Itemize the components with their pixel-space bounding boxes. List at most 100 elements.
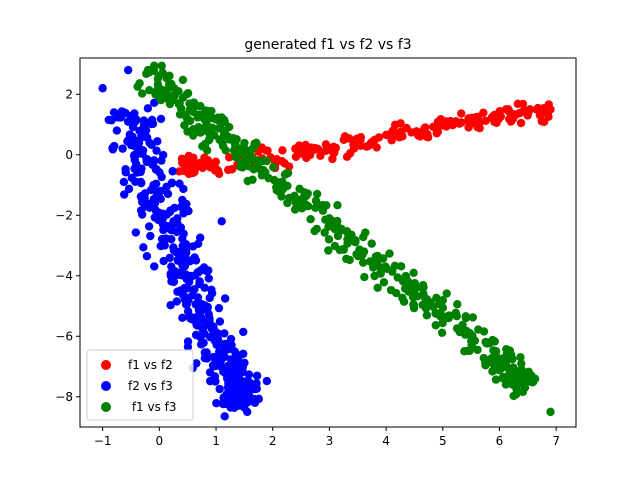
data-point	[243, 407, 252, 417]
data-point	[360, 272, 369, 282]
data-point	[372, 143, 381, 152]
data-point	[250, 139, 259, 149]
data-point	[442, 289, 451, 298]
data-point	[157, 61, 166, 71]
data-point	[127, 140, 136, 150]
data-point	[166, 301, 175, 310]
data-point	[194, 239, 203, 249]
data-point	[120, 190, 129, 199]
data-point	[199, 126, 208, 135]
data-point	[520, 106, 530, 116]
data-point	[385, 249, 394, 258]
data-point	[216, 124, 225, 133]
data-point	[137, 89, 147, 98]
data-point	[219, 346, 229, 355]
data-point	[546, 105, 555, 114]
data-point	[184, 206, 193, 216]
data-point	[196, 101, 205, 111]
data-point	[342, 152, 352, 161]
data-point	[154, 72, 163, 81]
data-point	[432, 293, 441, 303]
data-point	[200, 348, 210, 357]
data-point	[312, 189, 322, 199]
data-point	[140, 189, 150, 198]
x-tick-label: −1	[94, 434, 112, 448]
data-point	[505, 346, 515, 355]
series-1	[98, 65, 272, 421]
data-point	[165, 99, 175, 109]
data-point	[411, 284, 420, 294]
data-point	[215, 317, 225, 326]
data-point	[252, 379, 261, 388]
data-point	[185, 257, 194, 266]
data-point	[181, 270, 191, 279]
data-point	[203, 156, 212, 166]
data-point	[311, 203, 320, 213]
data-point	[453, 300, 462, 309]
data-point	[520, 383, 530, 392]
data-point	[157, 156, 166, 165]
data-point	[143, 65, 153, 75]
data-point	[190, 271, 200, 280]
data-point	[136, 166, 145, 176]
data-point	[153, 191, 162, 200]
data-point	[169, 93, 178, 102]
data-point	[164, 71, 174, 81]
data-point	[331, 220, 340, 230]
data-point	[182, 90, 192, 99]
data-point	[179, 184, 188, 194]
data-point	[190, 167, 199, 177]
data-point	[195, 300, 205, 310]
data-point	[433, 127, 442, 137]
x-tick-label: 4	[382, 434, 390, 448]
data-point	[365, 257, 375, 266]
data-point	[294, 148, 303, 158]
data-point	[240, 377, 249, 386]
data-point	[182, 199, 191, 209]
data-point	[180, 250, 190, 259]
data-point	[178, 75, 188, 85]
y-axis: 2 0 −2 −4 −6 −8	[55, 87, 80, 404]
data-point	[157, 172, 166, 182]
data-point	[202, 146, 212, 155]
data-point	[189, 153, 198, 163]
y-tick-label: −6	[55, 329, 73, 343]
data-point	[211, 114, 220, 124]
data-point	[144, 222, 154, 231]
data-point	[494, 365, 503, 375]
data-point	[467, 114, 476, 123]
data-point	[229, 354, 239, 363]
data-point	[168, 167, 177, 176]
data-point	[330, 241, 340, 251]
data-point	[163, 189, 173, 199]
data-point	[205, 293, 214, 303]
y-tick-label: −4	[55, 269, 73, 283]
data-point	[139, 243, 148, 252]
data-point	[461, 312, 470, 321]
data-point	[143, 104, 153, 113]
data-point	[517, 359, 526, 368]
data-point	[370, 271, 379, 281]
data-point	[167, 225, 176, 235]
data-point	[142, 251, 152, 261]
data-point	[285, 193, 294, 203]
data-point	[167, 178, 177, 188]
data-point	[491, 375, 501, 384]
data-point	[193, 321, 202, 330]
data-point	[501, 105, 511, 114]
data-point	[264, 173, 273, 183]
data-point	[211, 164, 221, 173]
data-point	[182, 165, 192, 175]
data-point	[361, 228, 370, 237]
data-point	[224, 122, 234, 132]
data-point	[252, 371, 262, 380]
data-point	[183, 293, 192, 303]
data-point	[195, 279, 204, 289]
data-point	[142, 154, 151, 164]
data-point	[165, 253, 174, 263]
data-point	[516, 353, 525, 362]
data-point	[481, 116, 490, 125]
data-point	[262, 156, 271, 166]
data-point	[167, 234, 176, 244]
